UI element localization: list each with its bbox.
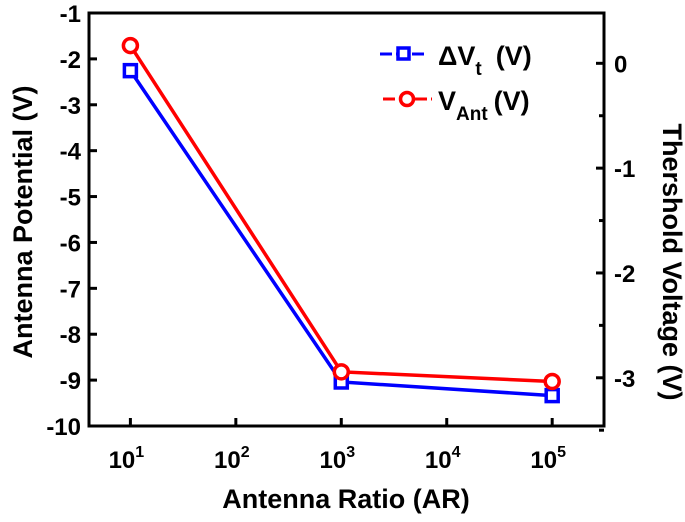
data-point-square — [544, 387, 560, 404]
legend-label-dvt: ΔVt (V) — [438, 41, 532, 80]
y-right-tick-label: -3 — [614, 366, 635, 393]
series-line-0 — [128, 69, 553, 398]
y-right-tick-label: -1 — [614, 156, 635, 183]
legend-label-vant: VAnt (V) — [438, 86, 530, 125]
x-tick-label: 103 — [319, 444, 355, 474]
plot-frame — [87, 11, 606, 428]
y-left-tick-label: -6 — [60, 230, 81, 257]
series-line-1 — [128, 44, 553, 384]
x-tick-label: 105 — [530, 444, 566, 474]
y-left-tick-label: -1 — [60, 1, 81, 28]
y-left-tick-label: -3 — [60, 93, 81, 120]
y-left-tick-label: -9 — [60, 368, 81, 395]
y-left-tick-label: -7 — [60, 276, 81, 303]
data-point-circle — [332, 363, 351, 381]
data-point-circle — [543, 372, 561, 391]
x-tick-label: 104 — [425, 444, 461, 474]
data-point-circle — [121, 36, 140, 55]
series-group — [121, 36, 561, 404]
x-tick-label: 101 — [109, 444, 145, 474]
y-axis-left-title: Antenna Potential (V) — [8, 85, 38, 358]
y-left-tick-label: -5 — [60, 185, 81, 212]
legend: ΔVt (V) VAnt (V) — [380, 41, 532, 125]
x-tick-label: 102 — [214, 444, 250, 474]
y-axis-right-title: Thershold Voltage (V) — [657, 123, 685, 400]
y-right-tick-label: 0 — [614, 51, 627, 78]
y-left-tick-label: -10 — [46, 414, 81, 441]
y-left-tick-label: -2 — [60, 47, 81, 74]
y-right-tick-label: -2 — [614, 261, 635, 288]
data-point-square — [122, 62, 139, 79]
y-left-tick-label: -8 — [60, 322, 81, 349]
legend-marker-square — [396, 46, 411, 61]
x-axis-title: Antenna Ratio (AR) — [222, 484, 469, 514]
axes: 101 102 103 104 105 -1 -2 -3 -4 -5 -6 -7 -8 -9 -10 0 -1 -… — [46, 1, 635, 474]
legend-marker-circle — [398, 90, 416, 108]
y-left-tick-label: -4 — [60, 139, 82, 166]
